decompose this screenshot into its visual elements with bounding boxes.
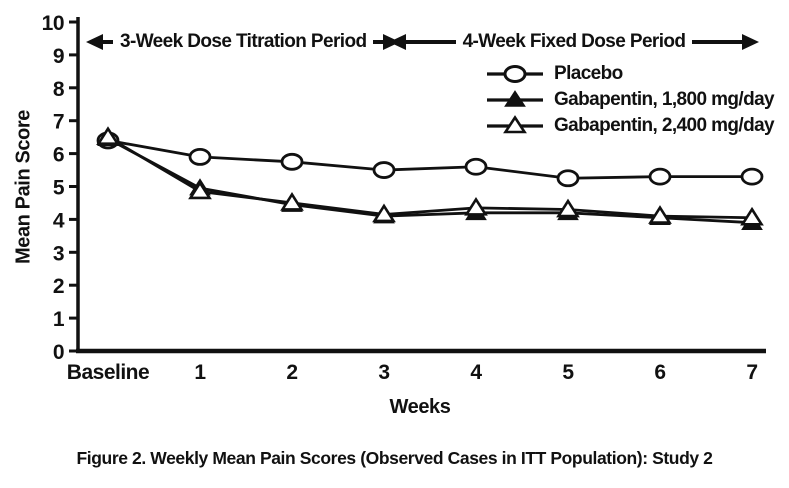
marker-open-triangle xyxy=(556,198,580,218)
x-tick-label: 6 xyxy=(654,361,665,384)
x-tick-label: 5 xyxy=(562,361,574,384)
marker-open-circle xyxy=(280,152,304,171)
arrow-line xyxy=(373,40,384,44)
x-axis-title: Weeks xyxy=(389,396,451,418)
legend-item-gabapentin-1800: Gabapentin, 1,800 mg/day xyxy=(486,88,775,111)
open-triangle-marker-icon xyxy=(487,114,543,133)
marker-open-triangle xyxy=(188,180,212,200)
series-line-2 xyxy=(107,135,753,220)
y-tick-label: 6 xyxy=(53,144,64,167)
y-tick-label: 10 xyxy=(42,12,64,35)
titration-period-annotation: 3-Week Dose Titration Period xyxy=(86,31,401,52)
arrow-line xyxy=(692,40,742,44)
marker-open-triangle xyxy=(464,196,488,216)
y-axis-title: Mean Pain Score xyxy=(12,109,35,265)
arrow-line xyxy=(406,40,456,44)
marker-open-triangle xyxy=(648,205,672,224)
y-tick-label: 5 xyxy=(53,177,65,200)
x-tick-label: 3 xyxy=(378,361,389,384)
x-tick-label: 4 xyxy=(470,361,482,384)
legend-label-gabapentin-2400: Gabapentin, 2,400 mg/day xyxy=(554,114,775,136)
marker-open-circle xyxy=(648,167,672,186)
figure-caption: Figure 2. Weekly Mean Pain Scores (Obser… xyxy=(76,448,713,468)
marker-open-circle xyxy=(464,157,488,176)
y-tick-label: 1 xyxy=(53,308,65,331)
series-line-0 xyxy=(107,139,752,180)
legend-label-gabapentin-1800: Gabapentin, 1,800 mg/day xyxy=(554,88,775,110)
legend-item-gabapentin-2400: Gabapentin, 2,400 mg/day xyxy=(486,114,775,137)
y-tick-label: 8 xyxy=(53,78,65,101)
x-tick-label: 1 xyxy=(194,361,206,384)
chart-legend: Placebo Gabapentin, 1,800 mg/day Gabapen… xyxy=(486,62,775,137)
filled-triangle-marker-icon xyxy=(487,89,543,107)
arrow-line xyxy=(103,40,113,44)
y-tick-label: 9 xyxy=(53,45,64,68)
x-tick-label: Baseline xyxy=(67,361,149,384)
y-tick-label: 3 xyxy=(53,242,64,265)
fixed-dose-period-label: 4-Week Fixed Dose Period xyxy=(462,31,686,52)
pain-score-chart: 0 1 2 3 4 5 6 7 8 9 10 Baseline 1 2 3 4 5 6 7 xyxy=(42,12,766,384)
marker-open-circle xyxy=(188,147,212,166)
titration-period-label: 3-Week Dose Titration Period xyxy=(120,31,367,52)
y-tick-label: 0 xyxy=(53,341,64,364)
marker-open-triangle xyxy=(280,192,304,211)
y-tick-label: 4 xyxy=(53,209,65,232)
fixed-dose-period-annotation: 4-Week Fixed Dose Period xyxy=(389,31,759,52)
marker-open-circle xyxy=(740,167,764,186)
y-tick-label: 7 xyxy=(53,111,64,134)
x-tick-label: 7 xyxy=(746,361,757,384)
legend-label-placebo: Placebo xyxy=(554,62,623,84)
arrowhead-left-icon xyxy=(86,34,103,50)
marker-open-circle xyxy=(556,169,580,188)
legend-item-placebo: Placebo xyxy=(486,62,774,85)
arrowhead-right-icon xyxy=(742,34,759,50)
arrowhead-left-icon xyxy=(389,34,406,50)
series-line-1 xyxy=(107,137,753,225)
y-tick-label: 2 xyxy=(53,275,64,298)
open-circle-marker-icon xyxy=(487,64,543,83)
marker-open-triangle xyxy=(372,203,396,223)
marker-open-triangle xyxy=(96,126,120,145)
marker-open-circle xyxy=(372,161,396,179)
marker-open-triangle xyxy=(740,206,764,226)
x-tick-label: 2 xyxy=(286,361,297,384)
